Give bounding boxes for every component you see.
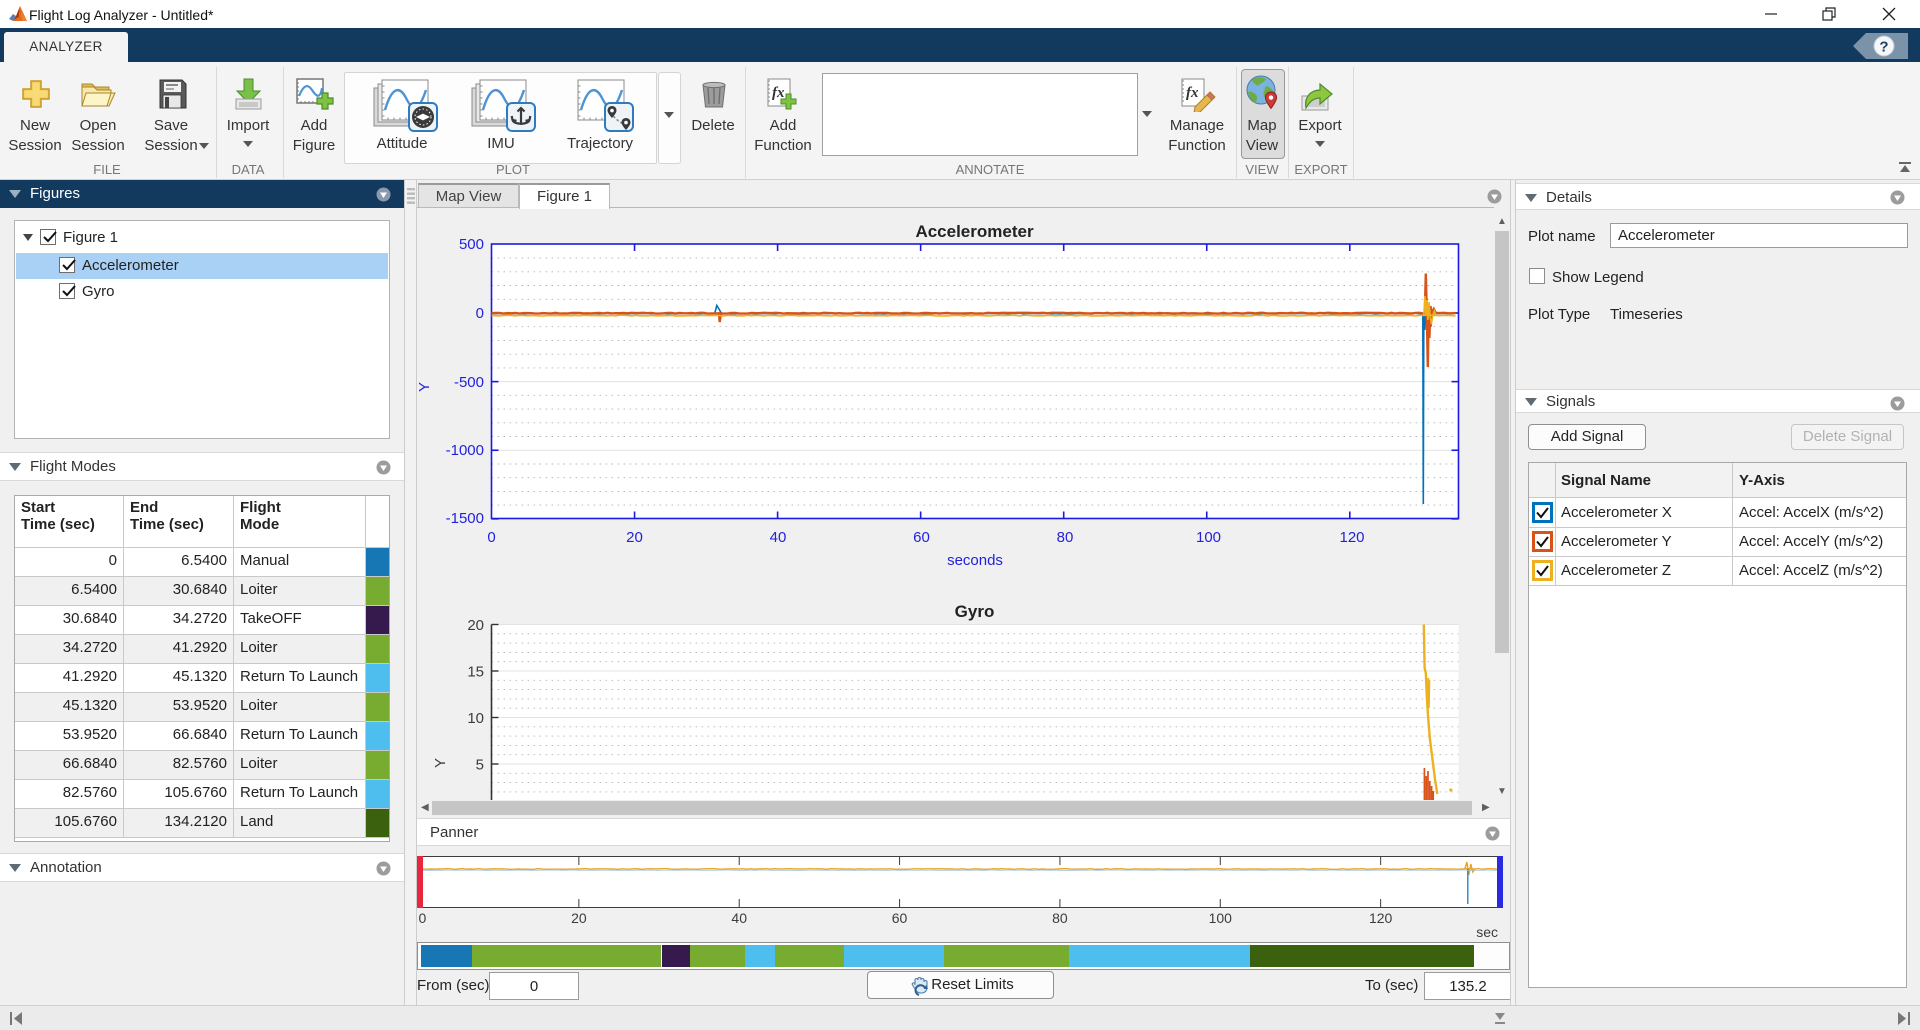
svg-text:seconds: seconds xyxy=(947,552,1003,569)
svg-text:-1000: -1000 xyxy=(446,442,484,459)
svg-text:120: 120 xyxy=(1339,529,1364,546)
svg-text:60: 60 xyxy=(913,529,930,546)
svg-text:0: 0 xyxy=(476,305,484,322)
svg-text:-1500: -1500 xyxy=(446,510,484,527)
svg-text:20: 20 xyxy=(626,529,643,546)
svg-text:80: 80 xyxy=(1057,529,1074,546)
svg-text:40: 40 xyxy=(770,529,787,546)
svg-text:fx: fx xyxy=(772,85,785,101)
svg-text:500: 500 xyxy=(459,236,484,253)
svg-text:60: 60 xyxy=(892,910,908,926)
svg-text:sec: sec xyxy=(1476,924,1498,940)
svg-text:Y: Y xyxy=(432,758,449,768)
svg-text:fx: fx xyxy=(1186,85,1199,101)
svg-text:80: 80 xyxy=(1052,910,1068,926)
svg-text:0: 0 xyxy=(419,910,427,926)
svg-text:10: 10 xyxy=(467,710,484,727)
svg-text:5: 5 xyxy=(476,757,484,774)
svg-text:20: 20 xyxy=(571,910,587,926)
svg-text:Y: Y xyxy=(417,382,433,392)
svg-text:-500: -500 xyxy=(454,374,484,391)
svg-text:40: 40 xyxy=(731,910,747,926)
svg-text:0: 0 xyxy=(487,529,495,546)
svg-text:15: 15 xyxy=(467,664,484,681)
svg-text:?: ? xyxy=(1879,39,1888,56)
svg-text:100: 100 xyxy=(1209,910,1233,926)
svg-text:20: 20 xyxy=(467,618,484,634)
svg-text:100: 100 xyxy=(1196,529,1221,546)
svg-text:120: 120 xyxy=(1369,910,1393,926)
